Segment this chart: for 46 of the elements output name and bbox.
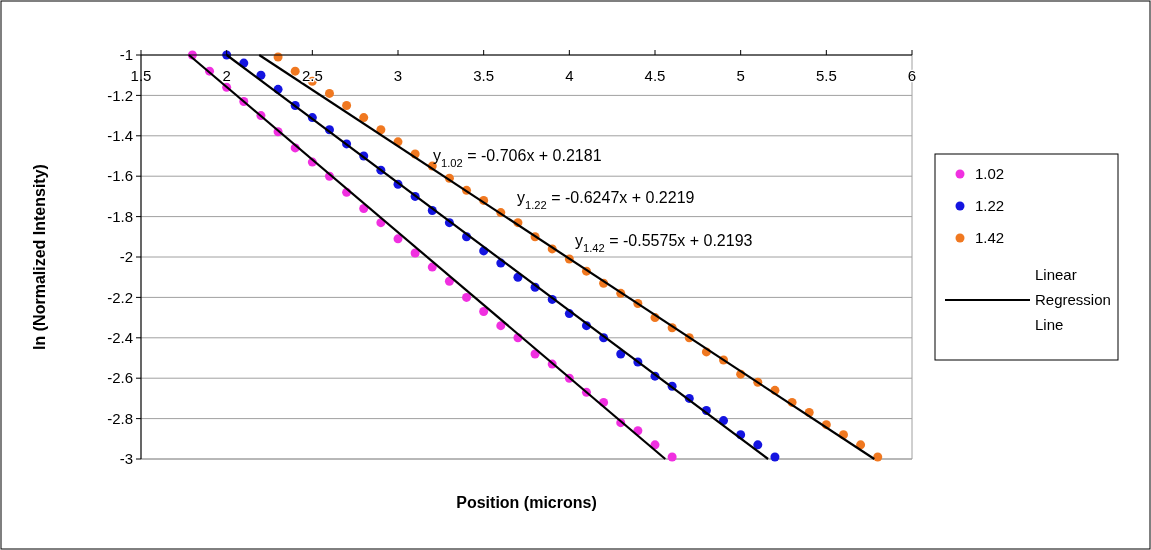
- x-tick-label: 2: [222, 67, 231, 84]
- point: [873, 452, 883, 462]
- y-tick-label: -1: [119, 46, 133, 64]
- annotation: y$_{1.42}$ = -0.5575x + 0.2193: [575, 232, 753, 254]
- text: Linear Regression Line: [1035, 266, 1111, 333]
- point: [342, 101, 352, 110]
- legend-label: 1.02: [975, 165, 1005, 182]
- x-tick-label: 3: [393, 67, 403, 84]
- point: [719, 416, 729, 426]
- point: [856, 440, 866, 450]
- y-tick-label: -1.8: [107, 207, 133, 225]
- y-tick-label: -2.4: [107, 329, 133, 347]
- legend-label: 1.42: [975, 229, 1005, 246]
- y-tick-label: -2.6: [107, 369, 133, 387]
- x-tick-label: 4: [565, 67, 574, 84]
- point: [753, 440, 763, 450]
- y-axis-title: ln (Normalized Intensity): [31, 164, 48, 350]
- y-tick-label: -2.8: [107, 409, 133, 427]
- point: [770, 452, 780, 462]
- x-tick-label: 5: [736, 67, 745, 84]
- annotation: y$_{1.02}$ = -0.706x + 0.2181: [433, 147, 602, 169]
- x-tick-label: 5.5: [815, 67, 837, 84]
- x-tick-label: 2.5: [301, 67, 323, 84]
- point: [462, 292, 472, 302]
- point: [667, 452, 677, 462]
- legend-label: 1.22: [975, 197, 1005, 214]
- point: [479, 307, 489, 317]
- y-tick-label: -2: [119, 248, 133, 266]
- point: [393, 234, 403, 244]
- annotation: y$_{1.22}$ = -0.6247x + 0.2219: [517, 189, 695, 211]
- y-tick-label: -2.2: [107, 288, 133, 306]
- point: [444, 276, 454, 286]
- y-tick-label: -1.6: [107, 167, 133, 185]
- point: [324, 88, 334, 98]
- x-tick-label: 6: [907, 67, 917, 84]
- y-tick-label: -3: [119, 450, 133, 468]
- point: [359, 113, 369, 123]
- x-tick-label: 3.5: [473, 67, 495, 84]
- point: [496, 321, 506, 331]
- y-tick-label: -1.4: [107, 127, 133, 145]
- point: [359, 204, 369, 214]
- point: [410, 248, 420, 258]
- point: [290, 66, 300, 76]
- x-tick-label: 4.5: [644, 67, 666, 84]
- y-tick-label: -1.2: [107, 86, 133, 104]
- x-axis-title: Position (microns): [456, 494, 597, 511]
